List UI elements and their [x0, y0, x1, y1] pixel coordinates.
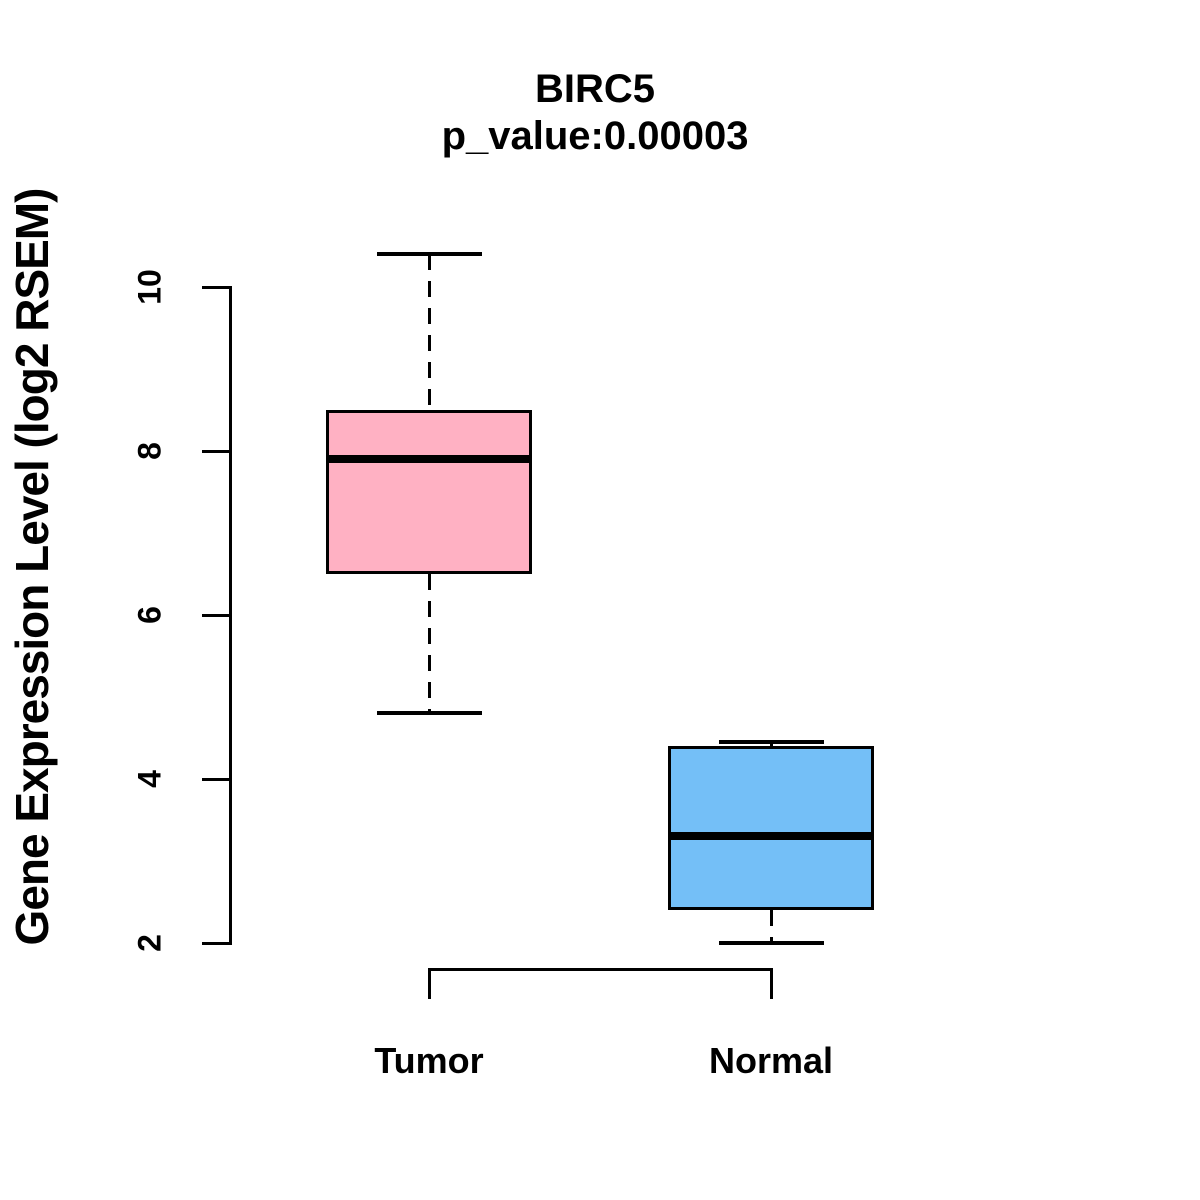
tumor-upper-whisker-cap [376, 252, 482, 257]
comparison-bracket-left-leg [427, 969, 431, 999]
y-axis-title: Gene Expression Level (log2 RSEM) [6, 188, 58, 946]
comparison-bracket-right-leg [769, 969, 773, 999]
y-tick-label: 8 [131, 442, 168, 460]
y-tick-label: 4 [131, 770, 168, 788]
normal-median-line [668, 832, 874, 841]
tumor-median-line [326, 455, 532, 464]
normal-upper-whisker [769, 742, 773, 747]
normal-lower-whisker-cap [718, 941, 824, 945]
tumor-lower-whisker [427, 574, 431, 714]
tumor-lower-whisker-cap [376, 711, 482, 716]
normal-upper-whisker-cap [718, 740, 824, 745]
y-tick-label: 2 [131, 934, 168, 952]
y-tick [202, 941, 230, 945]
y-tick [202, 613, 230, 617]
y-axis-line [228, 285, 232, 945]
comparison-bracket-bar [427, 967, 773, 971]
chart-title: BIRC5 [534, 67, 656, 111]
y-tick [202, 285, 230, 289]
tumor-upper-whisker [427, 254, 431, 410]
normal-group-label: Normal [708, 1040, 834, 1081]
y-tick-label: 10 [131, 269, 168, 305]
y-tick [202, 449, 230, 453]
tumor-box [326, 410, 532, 574]
y-tick [202, 777, 230, 781]
y-tick-label: 6 [131, 606, 168, 624]
chart-subtitle-pvalue: p_value:0.00003 [441, 114, 749, 158]
normal-lower-whisker [769, 910, 773, 943]
tumor-group-label: Tumor [374, 1040, 484, 1081]
normal-box [668, 746, 874, 911]
